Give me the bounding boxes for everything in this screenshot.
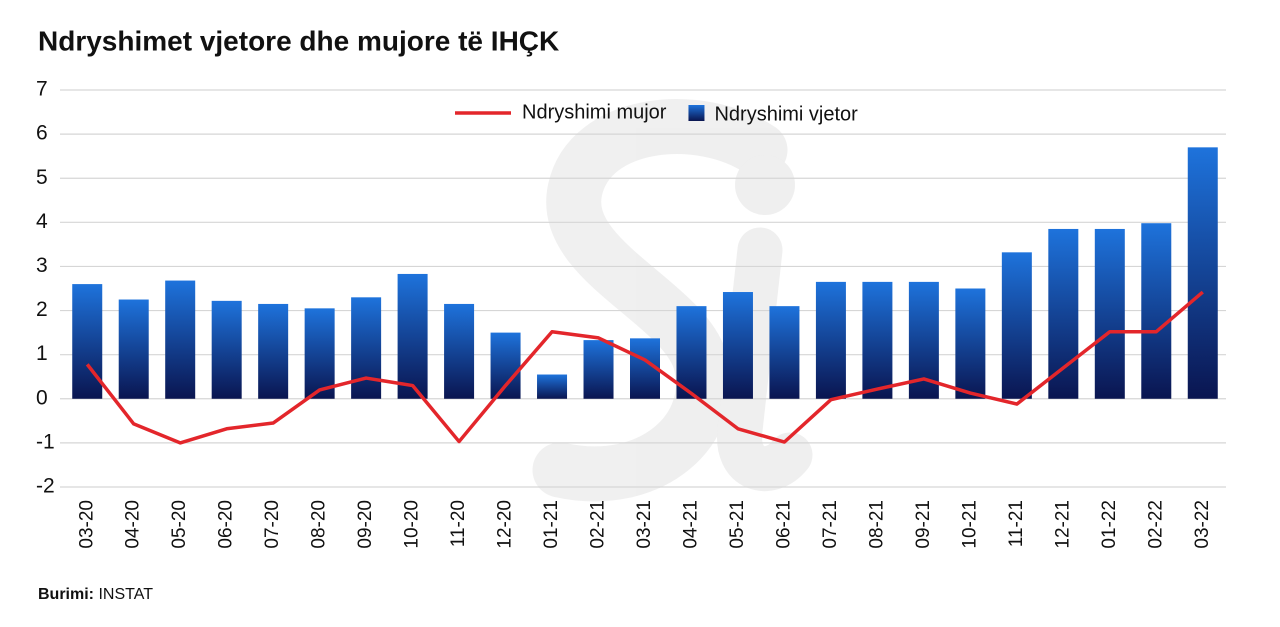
legend-swatch — [688, 105, 705, 121]
x-tick-label: 05-20 — [169, 500, 190, 549]
y-tick-label: 1 — [36, 342, 48, 365]
line — [85, 290, 1204, 445]
source-label: Burimi: — [38, 586, 94, 603]
bar — [722, 292, 753, 399]
bar — [118, 299, 149, 399]
x-tick-label: 03-22 — [1192, 500, 1213, 549]
x-tick-label: 06-21 — [773, 500, 794, 549]
y-tick-label: 3 — [36, 254, 48, 277]
bar — [1187, 147, 1218, 399]
bar — [862, 281, 893, 399]
bar — [1141, 223, 1172, 399]
legend-label: Ndryshimi mujor — [522, 101, 667, 123]
x-tick-label: 10-21 — [959, 500, 980, 549]
y-tick-label: 4 — [36, 210, 48, 233]
x-tick-label: 01-21 — [541, 500, 562, 549]
bar — [211, 300, 242, 399]
bar — [1094, 228, 1125, 399]
y-tick-label: 2 — [36, 298, 48, 321]
y-tick-label: 6 — [36, 122, 48, 145]
x-tick-label: 05-21 — [727, 500, 748, 549]
bar — [397, 273, 428, 399]
x-tick-label: 09-20 — [355, 500, 376, 549]
legend-label: Ndryshimi vjetor — [714, 103, 858, 125]
x-tick-label: 06-20 — [216, 500, 237, 549]
watermark — [532, 99, 813, 502]
bar — [165, 280, 196, 399]
bar — [815, 281, 846, 399]
y-tick-label: -2 — [36, 475, 55, 498]
x-tick-label: 02-22 — [1145, 500, 1166, 549]
y-tick-label: 0 — [36, 386, 48, 409]
bar — [258, 303, 289, 399]
bar — [72, 284, 103, 399]
bar — [583, 340, 614, 399]
x-tick-label: 04-21 — [680, 500, 701, 549]
bar — [537, 374, 568, 399]
x-tick-label: 11-21 — [1006, 500, 1027, 547]
source: Burimi: INSTAT — [38, 586, 153, 603]
source-text: INSTAT — [98, 586, 153, 603]
bar — [1048, 228, 1079, 399]
bar — [304, 308, 335, 399]
bar — [955, 288, 986, 399]
x-tick-label: 07-20 — [262, 500, 283, 549]
x-tick-label: 01-22 — [1099, 500, 1120, 549]
x-tick-label: 11-20 — [448, 500, 469, 547]
y-tick-label: 7 — [36, 78, 48, 101]
bar — [769, 306, 800, 399]
bar — [676, 306, 707, 399]
x-tick-label: 10-20 — [402, 500, 423, 549]
x-tick-label: 03-21 — [634, 500, 655, 549]
x-tick-label: 12-21 — [1052, 500, 1073, 549]
x-tick-label: 09-21 — [913, 500, 934, 549]
x-tick-label: 07-21 — [820, 500, 841, 549]
x-tick-label: 04-20 — [123, 500, 144, 549]
y-tick-label: -1 — [36, 430, 55, 453]
x-tick-label: 02-21 — [588, 500, 609, 549]
x-tick-label: 12-20 — [495, 500, 516, 549]
bar — [444, 303, 475, 399]
bar — [490, 332, 521, 399]
bar — [1001, 252, 1032, 399]
bar — [351, 297, 382, 399]
y-tick-label: 5 — [36, 166, 48, 189]
chart-title: Ndryshimet vjetore dhe mujore të IHÇK — [38, 25, 559, 56]
x-tick-label: 08-20 — [309, 500, 330, 549]
x-tick-label: 08-21 — [866, 500, 887, 549]
x-tick-label: 03-20 — [76, 500, 97, 549]
